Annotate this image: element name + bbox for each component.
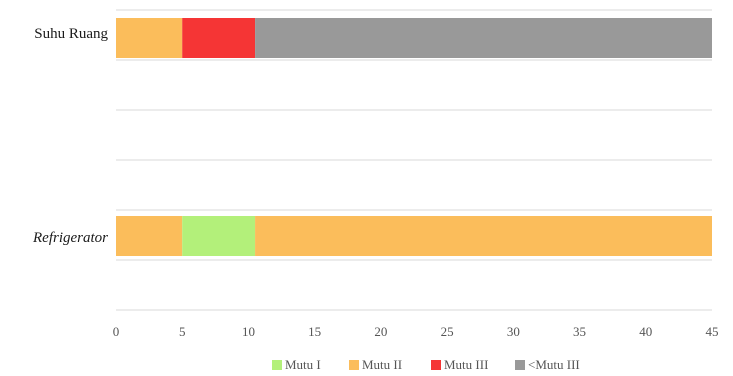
category-labels: Suhu Ruang Refrigerator	[32, 26, 108, 246]
bar-2-segment-3	[255, 216, 713, 256]
legend-swatch-1	[272, 360, 282, 370]
bar-2-segment-2	[182, 216, 256, 256]
x-tick-20: 20	[374, 324, 387, 339]
bars	[116, 18, 713, 256]
bar-2-segment-1	[116, 216, 183, 256]
legend-label-4: <Mutu III	[528, 357, 580, 372]
legend-label-3: Mutu III	[444, 357, 488, 372]
x-tick-0: 0	[113, 324, 120, 339]
legend-label-1: Mutu I	[285, 357, 321, 372]
x-tick-10: 10	[242, 324, 255, 339]
legend-swatch-3	[431, 360, 441, 370]
x-tick-45: 45	[706, 324, 719, 339]
x-tick-labels: 0 5 10 15 20 25 30 35 40 45	[113, 324, 719, 339]
legend-swatch-4	[515, 360, 525, 370]
legend-label-2: Mutu II	[362, 357, 402, 372]
bar-1-segment-3	[255, 18, 713, 58]
legend-swatch-2	[349, 360, 359, 370]
x-tick-5: 5	[179, 324, 186, 339]
category-label-1: Suhu Ruang	[34, 26, 108, 42]
x-tick-35: 35	[573, 324, 586, 339]
x-tick-40: 40	[639, 324, 652, 339]
x-tick-15: 15	[308, 324, 321, 339]
gridlines	[116, 9, 712, 311]
x-tick-30: 30	[507, 324, 520, 339]
bar-1-segment-1	[116, 18, 183, 58]
bar-1-segment-2	[182, 18, 256, 58]
x-tick-25: 25	[441, 324, 454, 339]
legend: Mutu I Mutu II Mutu III <Mutu III	[272, 357, 580, 372]
category-label-2: Refrigerator	[32, 230, 108, 246]
